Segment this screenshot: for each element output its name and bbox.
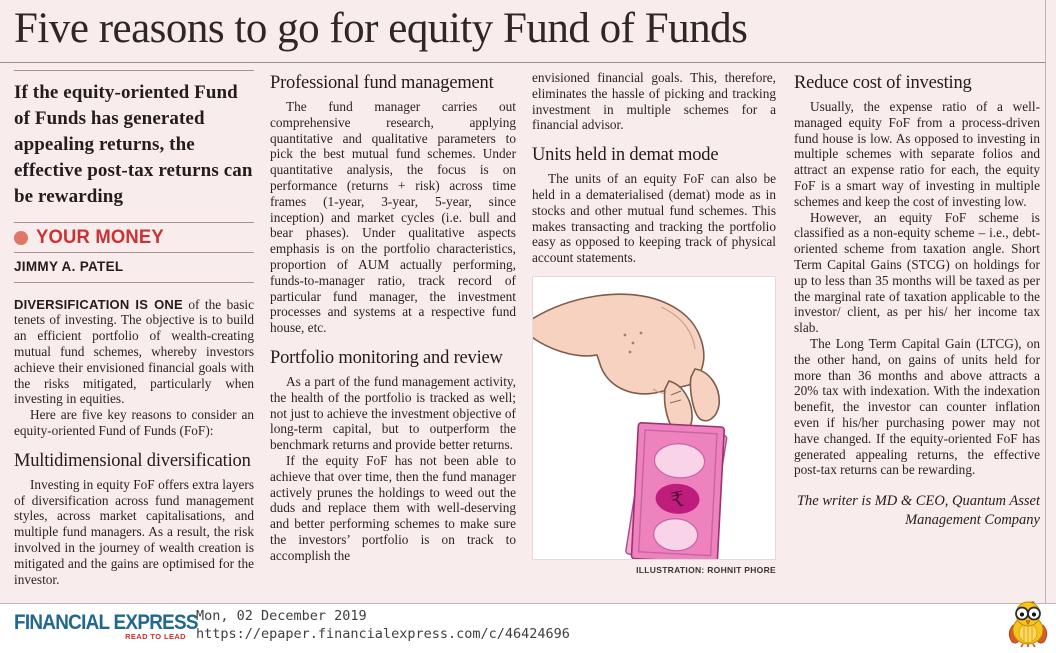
divider	[14, 251, 254, 253]
article-bottom-divider	[0, 603, 1056, 604]
writer-credit: The writer is MD & CEO, Quantum Asset Ma…	[796, 493, 1040, 529]
publication-date: Mon, 02 December 2019	[196, 608, 367, 624]
page-edge-rule	[1045, 0, 1046, 604]
subhead-reduce-cost-of-investing: Reduce cost of investing	[794, 73, 972, 93]
paragraph: DIVERSIFICATION IS ONE of the basic tene…	[14, 297, 254, 408]
logo-wordmark: FINANCIAL EXPRESS	[14, 611, 199, 634]
subhead-units-held-in-demat-mode: Units held in demat mode	[532, 145, 719, 166]
lead-in-text: DIVERSIFICATION IS ONE	[14, 296, 183, 312]
paragraph: envisioned financial goals. This, theref…	[532, 70, 776, 133]
section-kicker: YOUR MONEY	[14, 223, 254, 252]
section-kicker-label: YOUR MONEY	[36, 227, 164, 248]
paragraph: As a part of the fund management activit…	[270, 373, 516, 453]
divider	[14, 222, 254, 223]
footer-meta: Mon, 02 December 2019 https://epaper.fin…	[196, 607, 570, 643]
epaper-url-link[interactable]: https://epaper.financialexpress.com/c/46…	[196, 626, 570, 642]
bullet-icon	[14, 230, 28, 245]
paragraph: Investing in equity FoF offers extra lay…	[14, 476, 254, 587]
subhead-portfolio-monitoring-review: Portfolio monitoring and review	[270, 347, 503, 368]
headline-divider	[0, 62, 1045, 63]
author-byline: JIMMY A. PATEL	[14, 258, 124, 274]
paragraph: The units of an equity FoF can also be h…	[532, 171, 776, 266]
subhead-multidimensional-diversification: Multidimensional diversification	[14, 450, 251, 471]
column-4: Reduce cost of investing Usually, the ex…	[794, 70, 1040, 603]
paragraph: Usually, the expense ratio of a well-man…	[794, 99, 1040, 209]
divider	[14, 70, 254, 71]
logo-tagline: READ TO LEAD	[125, 632, 186, 641]
hand-holding-banknote-illustration: ₹	[532, 275, 776, 560]
subhead-professional-fund-management: Professional fund management	[270, 73, 494, 93]
banknote-illustration-graphic: ₹	[533, 293, 728, 559]
paragraph: The fund manager carries out comprehensi…	[270, 99, 516, 336]
paragraph: However, an equity FoF scheme is classif…	[794, 209, 1040, 336]
illustration-credit: ILLUSTRATION: ROHNIT PHORE	[636, 564, 776, 575]
owl-mascot-icon[interactable]	[1003, 600, 1053, 648]
article-headline: Five reasons to go for equity Fund of Fu…	[14, 5, 748, 52]
article-region: Five reasons to go for equity Fund of Fu…	[0, 0, 1056, 604]
column-2: Professional fund management The fund ma…	[270, 70, 516, 603]
standfirst: If the equity-oriented Fund of Funds has…	[14, 82, 253, 207]
epaper-footer: FINANCIAL EXPRESS READ TO LEAD Mon, 02 D…	[0, 604, 1056, 647]
column-3: envisioned financial goals. This, theref…	[532, 70, 776, 603]
svg-text:₹: ₹	[669, 487, 687, 513]
column-1: If the equity-oriented Fund of Funds has…	[14, 70, 254, 603]
financial-express-logo: FINANCIAL EXPRESS READ TO LEAD	[14, 611, 199, 641]
paragraph-text: of the basic tenets of investing. The ob…	[14, 296, 254, 407]
divider	[14, 281, 254, 283]
paragraph: Here are five key reasons to consider an…	[14, 407, 254, 438]
paragraph: The Long Term Capital Gain (LTCG), on th…	[794, 335, 1040, 478]
paragraph: If the equity FoF has not been able to a…	[270, 452, 516, 563]
